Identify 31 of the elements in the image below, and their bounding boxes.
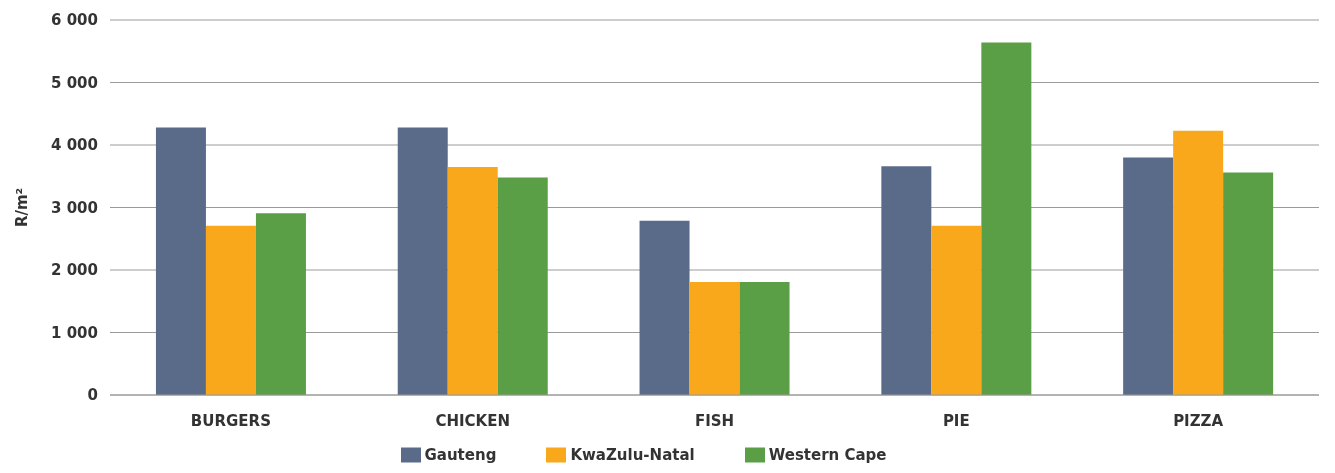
bar xyxy=(689,281,740,395)
legend-label: Gauteng xyxy=(424,445,497,464)
bar xyxy=(155,127,206,395)
bar xyxy=(447,166,498,395)
y-tick-label: 2 000 xyxy=(51,261,98,280)
y-tick-label: 3 000 xyxy=(51,198,98,217)
bar xyxy=(931,225,982,395)
x-tick-label: CHICKEN xyxy=(435,411,510,430)
x-tick-label: PIZZA xyxy=(1173,411,1224,430)
bar xyxy=(639,220,690,395)
legend-label: Western Cape xyxy=(768,445,887,464)
x-tick-label: FISH xyxy=(694,411,735,430)
bar xyxy=(205,225,256,395)
bar xyxy=(1223,172,1274,395)
bar xyxy=(981,42,1032,395)
bar xyxy=(397,127,448,395)
y-tick-label: 5 000 xyxy=(51,73,98,92)
y-axis-title: R/m² xyxy=(13,187,32,228)
y-tick-label: 4 000 xyxy=(51,136,98,155)
bar xyxy=(1173,130,1224,395)
legend-label: KwaZulu-Natal xyxy=(570,445,695,464)
bar xyxy=(255,213,306,395)
bar xyxy=(497,177,548,395)
y-tick-label: 0 xyxy=(87,386,98,405)
bar xyxy=(881,166,932,395)
y-tick-label: 1 000 xyxy=(51,323,98,342)
x-tick-label: PIE xyxy=(942,411,970,430)
bar xyxy=(1123,157,1174,395)
x-tick-label: BURGERS xyxy=(190,411,271,430)
y-tick-label: 6 000 xyxy=(51,11,98,30)
bar xyxy=(739,281,790,395)
